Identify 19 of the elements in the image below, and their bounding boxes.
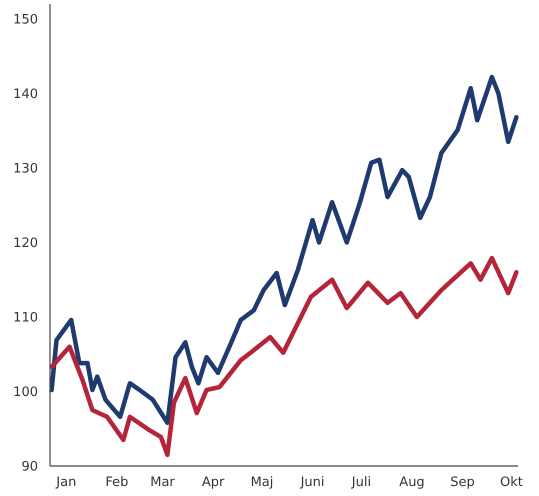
x-tick-label: Juli — [350, 475, 372, 490]
x-tick-label: Mar — [150, 475, 176, 490]
y-tick-label: 100 — [13, 385, 38, 400]
y-tick-label: 120 — [13, 236, 38, 251]
y-tick-label: 150 — [13, 12, 38, 28]
x-tick-label: Jan — [55, 475, 76, 490]
x-tick-label: Maj — [250, 475, 274, 490]
y-tick-label: 130 — [13, 161, 38, 176]
x-tick-label: Aug — [399, 475, 425, 490]
y-tick-label: 90 — [21, 460, 38, 475]
x-tick-label: Feb — [105, 475, 128, 490]
y-tick-label: 140 — [13, 86, 38, 102]
line-series — [49, 256, 519, 458]
line-series — [49, 74, 519, 426]
x-tick-label: Apr — [202, 475, 225, 490]
x-tick-label: Sep — [450, 475, 475, 490]
x-tick-label: Juni — [300, 475, 325, 490]
x-tick-label: Okt — [500, 475, 523, 490]
y-tick-label: 110 — [13, 310, 38, 326]
